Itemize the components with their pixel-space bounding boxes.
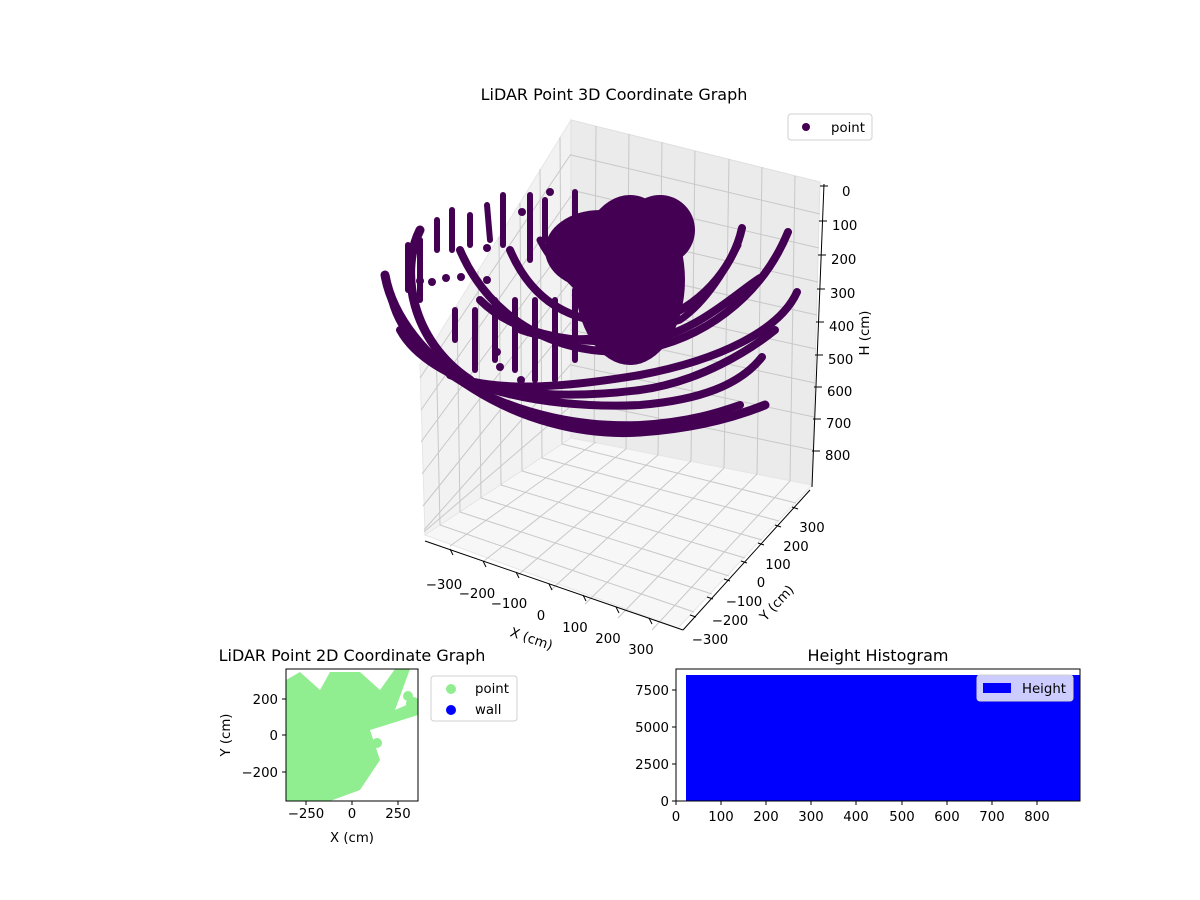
x-tick-label: 0 <box>537 609 545 624</box>
legend-3d: point <box>787 113 873 141</box>
legend-label: point <box>475 682 509 697</box>
z-tick-label: 500 <box>828 353 853 368</box>
y-tick-label: 0 <box>270 729 278 744</box>
plot-3d-title: LiDAR Point 3D Coordinate Graph <box>481 85 748 104</box>
histogram-frame <box>675 668 1081 802</box>
legend-label: wall <box>475 703 501 718</box>
x-tick-label: 250 <box>385 807 410 822</box>
plot-3d: LiDAR Point 3D Coordinate Graph <box>380 85 873 658</box>
x-tick-label: 500 <box>889 810 914 825</box>
histogram-title: Height Histogram <box>808 646 949 665</box>
legend-label: Height <box>1022 682 1066 697</box>
z-tick-label: 800 <box>825 449 850 464</box>
x-ticks-3d: −300 −200 −100 0 100 200 300 X (cm) <box>426 548 654 658</box>
z-tick-label: 200 <box>831 253 856 268</box>
y-axis-label-2d: Y (cm) <box>219 714 234 758</box>
point-cloud-3d <box>380 189 801 438</box>
y-tick-label: 0 <box>757 576 765 591</box>
z-ticks-3d: 0 100 200 300 400 500 600 700 800 H (cm) <box>812 185 873 464</box>
y-tick-label: 200 <box>253 693 278 708</box>
x-axis-label-3d: X (cm) <box>508 625 554 654</box>
x-tick-label: −100 <box>491 597 528 612</box>
x-axis-3d <box>424 540 684 631</box>
x-tick-label: 800 <box>1024 810 1049 825</box>
y-tick-label: 5000 <box>635 721 669 736</box>
plot-2d: LiDAR Point 2D Coordinate Graph −250 0 2… <box>219 646 518 846</box>
y-tick-label: 0 <box>661 795 669 810</box>
point-marker-icon <box>802 123 810 131</box>
legend-histogram: Height <box>976 674 1074 702</box>
y-tick-label: 300 <box>799 521 824 536</box>
legend-2d: point wall <box>430 675 518 722</box>
y-tick-label: −200 <box>241 766 278 781</box>
z-tick-label: 100 <box>832 219 857 234</box>
y-tick-label: −200 <box>712 614 749 629</box>
x-tick-label: 300 <box>628 643 653 658</box>
x-tick-label: 300 <box>798 810 823 825</box>
y-tick-label: −100 <box>726 595 763 610</box>
x-tick-label: 100 <box>562 621 587 636</box>
height-swatch-icon <box>983 683 1011 693</box>
y-tick-label: 7500 <box>635 684 669 699</box>
point-marker-icon <box>446 684 456 694</box>
point-cloud-2d <box>286 669 418 801</box>
z-tick-label: 300 <box>830 287 855 302</box>
x-tick-label: 600 <box>934 810 959 825</box>
x-tick-label: 200 <box>753 810 778 825</box>
x-tick-label: 200 <box>595 632 620 647</box>
z-tick-label: 400 <box>829 320 854 335</box>
histogram-x-ticks: 0 100 200 300 400 500 600 700 800 <box>672 801 1050 825</box>
x-tick-label: 0 <box>348 807 356 822</box>
y-tick-label: 2500 <box>635 758 669 773</box>
y-tick-label: 100 <box>765 558 790 573</box>
z-axis-label-3d: H (cm) <box>858 311 873 356</box>
plot-2d-title: LiDAR Point 2D Coordinate Graph <box>219 646 486 665</box>
z-axis-3d <box>811 183 825 488</box>
histogram-y-ticks: 0 2500 5000 7500 <box>635 684 676 810</box>
x-tick-label: −200 <box>459 587 496 602</box>
wall-marker-icon <box>446 705 456 715</box>
y-tick-label: −300 <box>692 633 729 648</box>
x-tick-label: 0 <box>672 810 680 825</box>
plot-histogram: Height Histogram 0 100 200 300 400 500 6… <box>635 646 1081 825</box>
y-tick-label: 200 <box>783 540 808 555</box>
x-axis-label-2d: X (cm) <box>330 831 374 846</box>
z-tick-label: 0 <box>842 185 850 200</box>
x-tick-label: 700 <box>979 810 1004 825</box>
x-tick-label: 100 <box>708 810 733 825</box>
x-tick-label: −250 <box>288 807 325 822</box>
scattered-points-3d <box>416 188 554 384</box>
x-tick-label: 400 <box>843 810 868 825</box>
x-tick-label: −300 <box>426 578 463 593</box>
z-tick-label: 700 <box>826 417 851 432</box>
legend-label: point <box>831 121 865 136</box>
z-tick-label: 600 <box>827 385 852 400</box>
y-axis-3d <box>682 489 811 631</box>
